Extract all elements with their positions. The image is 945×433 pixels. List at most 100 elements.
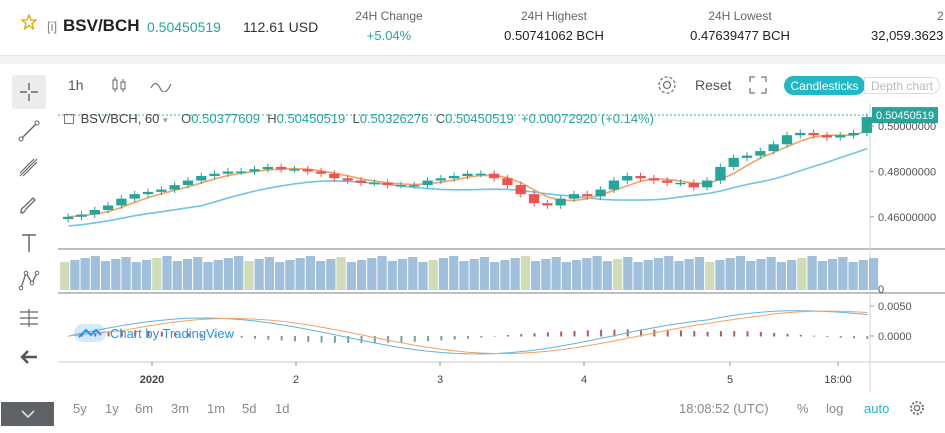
volume-bar — [100, 261, 111, 290]
star-icon[interactable] — [21, 14, 37, 30]
legend-dropdown-icon[interactable]: ▾ — [163, 115, 168, 125]
stat-24h-lowest: 24H Lowest 0.47639477 BCH — [690, 9, 790, 43]
volume-bar — [838, 257, 848, 290]
macd-histogram-bar — [679, 330, 682, 337]
range-5y[interactable]: 5y — [73, 401, 87, 416]
candle-body — [236, 171, 247, 173]
volume-bar — [285, 260, 295, 290]
volume-bar — [694, 257, 705, 290]
interval-button[interactable]: 1h — [68, 77, 84, 93]
volume-bar — [203, 262, 213, 290]
legend-high: 0.50450519 — [276, 111, 346, 126]
fullscreen-icon[interactable] — [749, 76, 767, 94]
brush-icon[interactable] — [12, 189, 46, 223]
clock: 18:08:52 (UTC) — [679, 401, 769, 416]
trend-line-icon[interactable] — [12, 114, 46, 148]
volume-bar — [848, 262, 858, 290]
legend-open: 0.50377609 — [191, 111, 260, 126]
macd-histogram-bar — [746, 331, 749, 337]
volume-bar — [121, 257, 131, 290]
volume-bar — [817, 261, 827, 290]
percent-toggle[interactable]: % — [797, 401, 809, 416]
range-5d[interactable]: 5d — [242, 401, 257, 416]
candle-body — [582, 194, 593, 197]
candle-body — [528, 194, 540, 204]
macd-signal-line — [68, 310, 868, 354]
candle-body — [675, 182, 686, 185]
range-6m[interactable]: 6m — [135, 401, 154, 416]
candle-body — [475, 173, 486, 176]
candle-body — [608, 180, 620, 190]
range-1m[interactable]: 1m — [207, 401, 226, 416]
pattern-icon[interactable] — [12, 263, 46, 297]
range-1y[interactable]: 1y — [105, 401, 119, 416]
candle-body — [355, 180, 367, 183]
last-price-tag-text: 0.50450519 — [876, 110, 934, 122]
chart-legend: BSV/BCH, 60 ▾ O0.50377609 H0.50450519 L0… — [64, 111, 654, 126]
crosshair-icon[interactable] — [12, 75, 46, 109]
macd-histogram-bar — [67, 336, 70, 337]
chart-grid — [58, 104, 945, 392]
volume-bar — [746, 261, 756, 290]
measure-icon[interactable] — [12, 301, 46, 335]
candles — [63, 113, 872, 223]
range-3m[interactable]: 3m — [171, 401, 190, 416]
text-icon[interactable] — [12, 226, 46, 260]
macd-histogram-bar — [573, 330, 576, 337]
candle-body — [129, 194, 140, 199]
volume-bar — [254, 259, 264, 290]
auto-toggle[interactable]: auto — [864, 401, 890, 416]
macd-histogram-bar — [560, 331, 563, 337]
volume-bar — [326, 259, 336, 290]
volume-bar — [397, 259, 408, 290]
candle-body — [555, 198, 566, 206]
volume-bar — [725, 258, 735, 290]
range-1d[interactable]: 1d — [275, 401, 290, 416]
ma-slow-line — [68, 147, 868, 227]
volume-bar — [131, 262, 141, 290]
macd-histogram-bar — [94, 332, 97, 337]
candle-body — [515, 185, 526, 195]
candle-body — [861, 117, 872, 133]
candles-type-icon[interactable] — [111, 75, 127, 95]
candle-body — [795, 132, 806, 136]
tradingview-watermark[interactable]: Chart by TradingView — [74, 324, 234, 342]
candlesticks-toggle[interactable]: Candlesticks — [784, 76, 865, 95]
candle-body — [821, 135, 833, 138]
time-tick-label: 3 — [437, 374, 443, 386]
stat-24h-volume: 2 32,059.3623 — [871, 9, 944, 43]
collapse-toolbar-button[interactable] — [1, 402, 54, 426]
volume-bar — [582, 258, 592, 290]
price-tick-label: 0.46000000 — [878, 212, 936, 224]
macd-histogram-bar — [773, 332, 776, 337]
candle-body — [835, 135, 846, 138]
back-arrow-icon[interactable] — [12, 340, 46, 374]
time-tick-label: 2 — [293, 374, 299, 386]
settings-gear-icon[interactable] — [656, 74, 678, 96]
volume-bar — [633, 262, 643, 290]
chart-settings-icon[interactable] — [909, 400, 925, 416]
volume-bar — [193, 257, 203, 290]
price-tick-label: 0.48000000 — [878, 166, 936, 178]
volume-bar — [490, 262, 500, 290]
macd-line — [68, 310, 868, 355]
chart-frame — [0, 64, 945, 433]
volume-bar — [315, 261, 326, 290]
price-chart[interactable]: 0.504505190.500000000.480000000.46000000… — [58, 104, 945, 392]
candle-body — [595, 189, 606, 197]
pair-name[interactable]: BSV/BCH — [63, 16, 140, 35]
legend-toggle-icon[interactable] — [64, 114, 74, 124]
macd-histogram-bar — [467, 336, 469, 339]
depth-chart-toggle[interactable]: Depth chart — [864, 77, 940, 94]
volume-bar — [510, 258, 520, 290]
price-axis: 0.504505190.500000000.480000000.46000000… — [58, 107, 938, 386]
candle-body — [768, 144, 779, 152]
volume-bar — [643, 260, 653, 290]
candle-body — [249, 169, 260, 172]
log-toggle[interactable]: log — [826, 401, 844, 416]
volume-bar — [244, 261, 254, 290]
fib-retracement-icon[interactable] — [12, 151, 46, 185]
reset-button[interactable]: Reset — [695, 77, 732, 93]
candle-body — [568, 194, 580, 199]
indicators-icon[interactable] — [150, 80, 172, 92]
